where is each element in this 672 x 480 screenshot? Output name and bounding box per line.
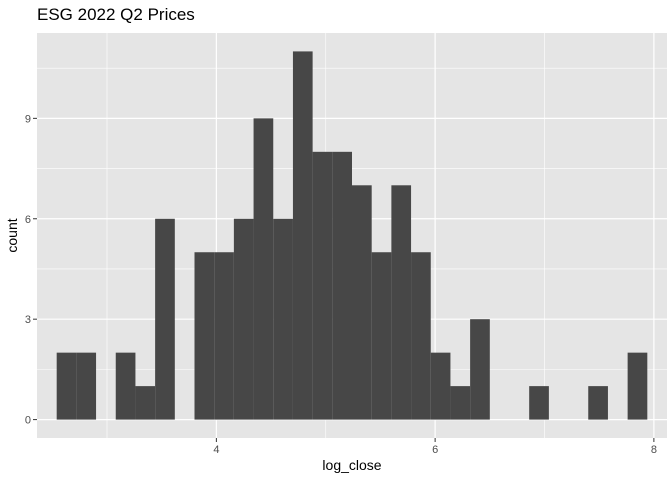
y-axis: 0 3 6 9: [25, 113, 37, 427]
histogram-bar: [627, 352, 648, 420]
histogram-bar: [450, 386, 471, 420]
histogram-bar: [135, 386, 156, 420]
histogram-bar: [292, 51, 313, 420]
y-axis-title: count: [4, 218, 20, 252]
histogram-bar: [470, 319, 490, 420]
x-axis-title: log_close: [322, 457, 381, 473]
histogram-bar: [253, 118, 274, 420]
histogram-bar: [194, 252, 215, 420]
histogram-bar: [273, 218, 293, 420]
histogram-bar: [411, 252, 431, 420]
histogram-bar: [332, 151, 352, 420]
histogram-bar: [56, 352, 77, 420]
histogram-bar: [214, 252, 234, 420]
x-axis: 4 6 8: [213, 438, 657, 456]
histogram-bar: [391, 185, 412, 420]
y-tick-label: 3: [25, 314, 31, 326]
x-tick-label: 4: [213, 444, 219, 456]
x-tick-label: 6: [432, 444, 438, 456]
chart-title: ESG 2022 Q2 Prices: [37, 5, 195, 24]
histogram-bar: [312, 151, 333, 420]
histogram-bar: [76, 352, 97, 420]
histogram-bar: [115, 352, 136, 420]
histogram-bar: [430, 352, 451, 420]
y-tick-label: 0: [25, 415, 31, 427]
histogram-bars: [56, 51, 648, 420]
histogram-bar: [155, 218, 175, 420]
histogram-bar: [588, 386, 608, 420]
y-tick-label: 9: [25, 113, 31, 125]
histogram-bar: [371, 252, 392, 420]
histogram-bar: [529, 386, 549, 420]
y-tick-label: 6: [25, 214, 31, 226]
histogram-bar: [352, 185, 372, 420]
histogram-bar: [233, 218, 254, 420]
x-tick-label: 8: [651, 444, 657, 456]
